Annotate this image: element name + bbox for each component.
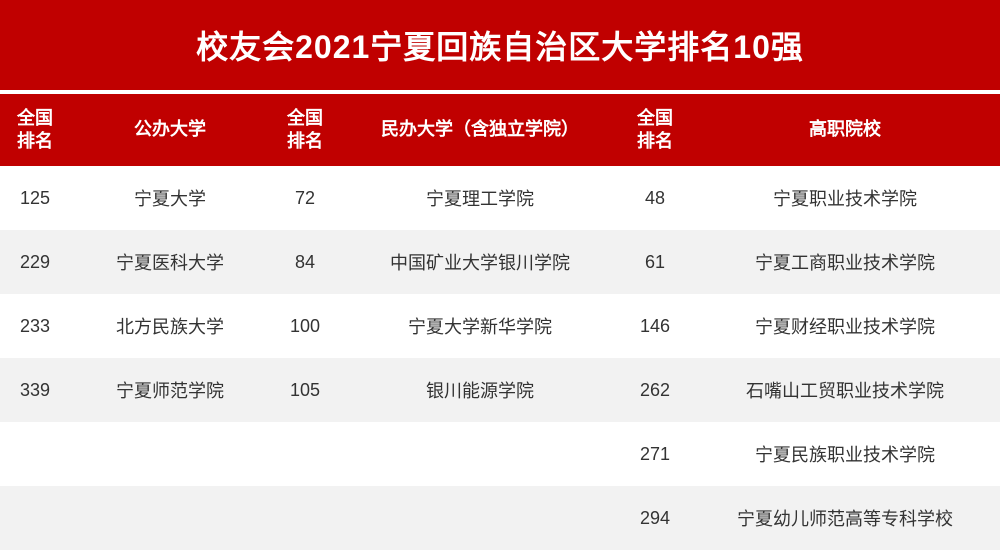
cell-rank2: 100	[270, 294, 340, 358]
cell-rank1: 339	[0, 358, 70, 422]
header-name1: 公办大学	[70, 94, 270, 166]
cell-rank3: 61	[620, 230, 690, 294]
cell-name3: 宁夏工商职业技术学院	[690, 230, 1000, 294]
cell-rank1: 233	[0, 294, 70, 358]
header-rank2: 全国 排名	[270, 94, 340, 166]
cell-name3: 宁夏民族职业技术学院	[690, 422, 1000, 486]
cell-rank2	[270, 422, 340, 486]
cell-name2: 宁夏大学新华学院	[340, 294, 620, 358]
cell-rank1: 125	[0, 166, 70, 230]
cell-name1: 宁夏大学	[70, 166, 270, 230]
cell-name2: 宁夏理工学院	[340, 166, 620, 230]
header-name3: 高职院校	[690, 94, 1000, 166]
cell-name3: 宁夏财经职业技术学院	[690, 294, 1000, 358]
cell-name1: 宁夏师范学院	[70, 358, 270, 422]
cell-rank1	[0, 486, 70, 550]
cell-rank3: 48	[620, 166, 690, 230]
cell-name2: 中国矿业大学银川学院	[340, 230, 620, 294]
cell-rank2	[270, 486, 340, 550]
table-title: 校友会2021宁夏回族自治区大学排名10强	[196, 22, 804, 68]
table-body: 125宁夏大学72宁夏理工学院48宁夏职业技术学院229宁夏医科大学84中国矿业…	[0, 166, 1000, 550]
cell-rank2: 105	[270, 358, 340, 422]
cell-name2	[340, 486, 620, 550]
cell-name2	[340, 422, 620, 486]
cell-rank3: 262	[620, 358, 690, 422]
cell-name1	[70, 486, 270, 550]
cell-rank1: 229	[0, 230, 70, 294]
table-row: 339宁夏师范学院105银川能源学院262石嘴山工贸职业技术学院	[0, 358, 1000, 422]
header-name2: 民办大学（含独立学院）	[340, 94, 620, 166]
cell-name3: 宁夏幼儿师范高等专科学校	[690, 486, 1000, 550]
cell-name1	[70, 422, 270, 486]
table-row: 125宁夏大学72宁夏理工学院48宁夏职业技术学院	[0, 166, 1000, 230]
cell-rank2: 72	[270, 166, 340, 230]
table-row: 271宁夏民族职业技术学院	[0, 422, 1000, 486]
table-row: 233北方民族大学100宁夏大学新华学院146宁夏财经职业技术学院	[0, 294, 1000, 358]
ranking-table-container: 校友会2021宁夏回族自治区大学排名10强 全国 排名 公办大学 全国 排名 民…	[0, 0, 1000, 554]
cell-rank1	[0, 422, 70, 486]
cell-rank3: 271	[620, 422, 690, 486]
cell-rank3: 294	[620, 486, 690, 550]
header-rank3: 全国 排名	[620, 94, 690, 166]
cell-rank2: 84	[270, 230, 340, 294]
table-row: 229宁夏医科大学84中国矿业大学银川学院61宁夏工商职业技术学院	[0, 230, 1000, 294]
cell-name1: 北方民族大学	[70, 294, 270, 358]
cell-name3: 宁夏职业技术学院	[690, 166, 1000, 230]
title-bar: 校友会2021宁夏回族自治区大学排名10强	[0, 0, 1000, 90]
table-row: 294宁夏幼儿师范高等专科学校	[0, 486, 1000, 550]
cell-name2: 银川能源学院	[340, 358, 620, 422]
cell-name1: 宁夏医科大学	[70, 230, 270, 294]
header-rank1: 全国 排名	[0, 94, 70, 166]
table-header-row: 全国 排名 公办大学 全国 排名 民办大学（含独立学院） 全国 排名 高职院校	[0, 90, 1000, 166]
cell-name3: 石嘴山工贸职业技术学院	[690, 358, 1000, 422]
cell-rank3: 146	[620, 294, 690, 358]
